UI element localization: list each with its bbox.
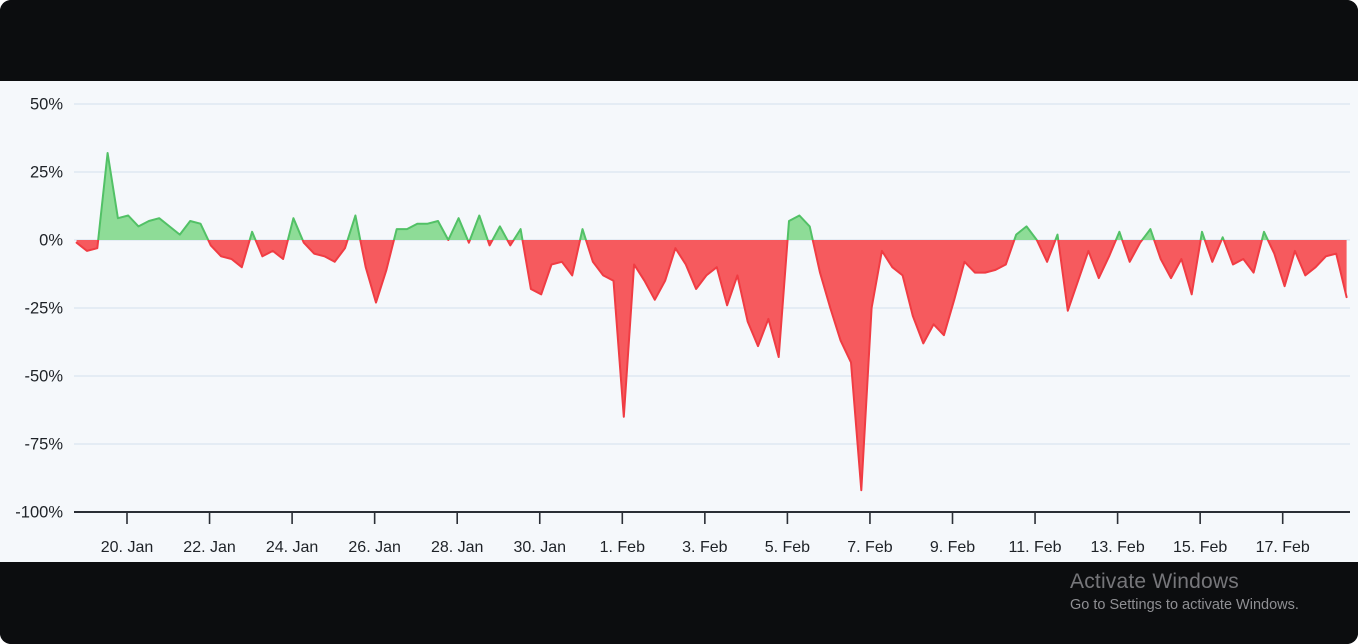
y-tick-label: 0% [39, 232, 63, 250]
x-tick-label: 26. Jan [348, 539, 400, 556]
x-tick-label: 7. Feb [847, 539, 892, 556]
y-tick-label: 25% [30, 164, 63, 182]
y-tick-label: -50% [24, 368, 63, 386]
app-footer [0, 562, 1358, 644]
y-tick-label: -100% [15, 504, 63, 522]
series-line-negative [75, 240, 1348, 492]
chart-panel: 20. Jan 22. Jan 24. Jan 26. Jan 28. Jan 30. J… [0, 81, 1358, 562]
x-tick-label: 1. Feb [600, 539, 645, 556]
y-tick-label: 50% [30, 96, 63, 114]
x-tick-label: 3. Feb [682, 539, 727, 556]
x-tick-label: 13. Feb [1090, 539, 1144, 556]
x-tick-label: 17. Feb [1256, 539, 1310, 556]
watermark-title: Activate Windows [1070, 570, 1239, 593]
x-tick-label: 30. Jan [514, 539, 566, 556]
area-positive [76, 153, 1347, 240]
y-tick-label: -75% [24, 436, 63, 454]
activation-watermark: Activate Windows Go to Settings to activ… [1070, 570, 1299, 613]
series-line-positive [97, 152, 1269, 240]
x-tick-label: 20. Jan [101, 539, 153, 556]
x-tick-label: 9. Feb [930, 539, 975, 556]
y-tick-label: -25% [24, 300, 63, 318]
app-header [0, 0, 1358, 81]
x-tick-label: 24. Jan [266, 539, 318, 556]
x-tick-label: 15. Feb [1173, 539, 1227, 556]
x-tick-label: 22. Jan [183, 539, 235, 556]
area-negative [76, 240, 1347, 491]
watermark-subtitle: Go to Settings to activate Windows. [1070, 597, 1299, 613]
x-tick-label: 28. Jan [431, 539, 483, 556]
x-tick-label: 5. Feb [765, 539, 810, 556]
x-tick-label: 11. Feb [1009, 539, 1062, 556]
pnl-area-chart[interactable]: 20. Jan 22. Jan 24. Jan 26. Jan 28. Jan 30. J… [0, 81, 1358, 562]
